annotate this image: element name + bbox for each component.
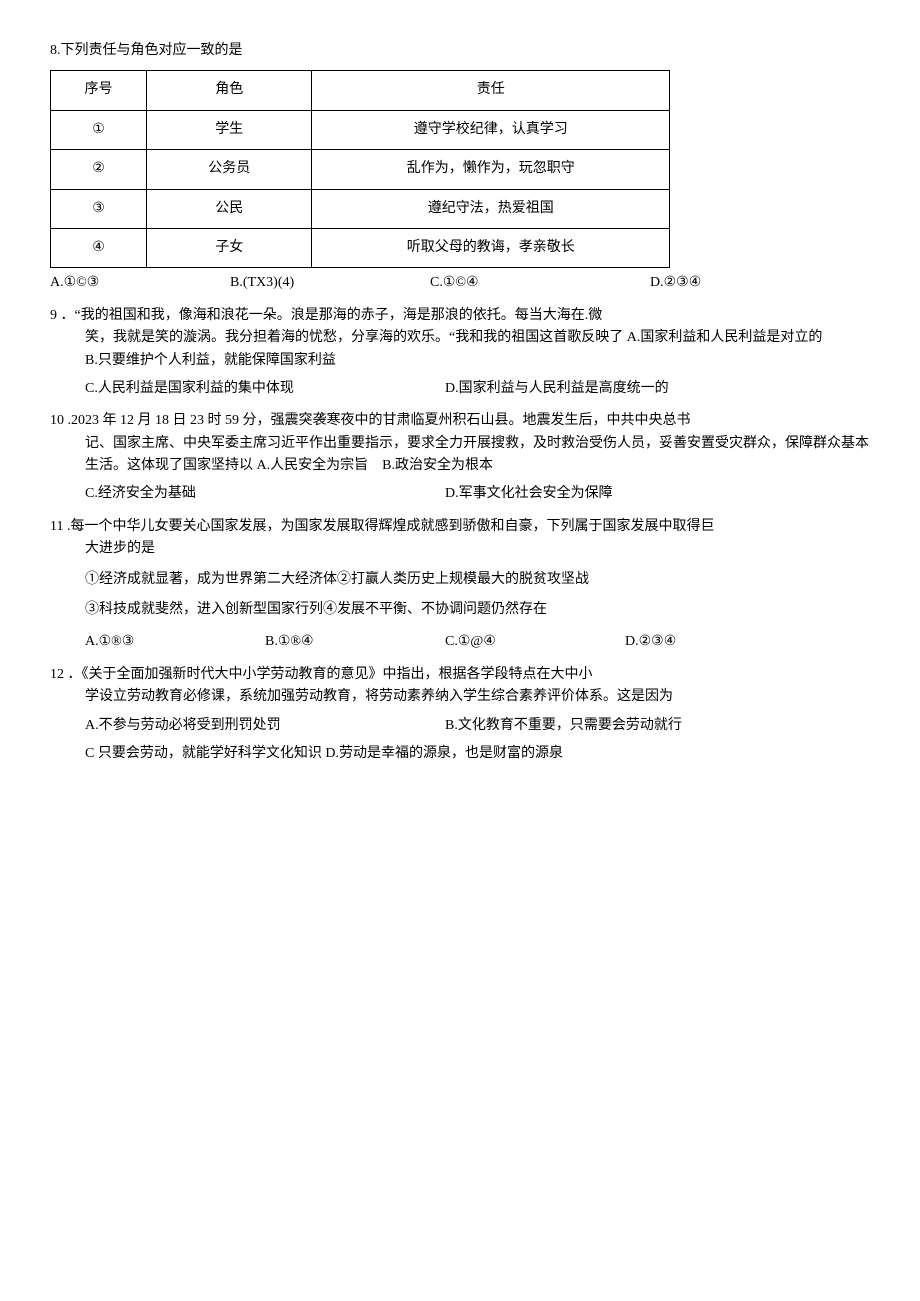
option-d: D.②③④ <box>625 631 805 653</box>
cell-duty: 遵纪守法，热爱祖国 <box>312 189 670 228</box>
question-9: 9 ．“我的祖国和我，像海和浪花一朵。浪是那海的赤子，海是那浪的依托。每当大海在… <box>50 305 870 401</box>
q12-stem-line2: 学设立劳动教育必修课，系统加强劳动教育，将劳动素养纳入学生综合素养评价体系。这是… <box>50 686 870 708</box>
option-d: D.国家利益与人民利益是高度统一的 <box>445 378 805 400</box>
option-c: C.人民利益是国家利益的集中体现 <box>85 378 445 400</box>
q10-stem-line2: 记、国家主席、中央军委主席习近平作出重要指示，要求全力开展搜救，及时救治受伤人员… <box>50 433 870 478</box>
q8-options: A.①©③ B.(TX3)(4) C.①©④ D.②③④ <box>50 272 870 294</box>
option-c: C.①@④ <box>445 631 625 653</box>
option-b: B.①®④ <box>265 631 445 653</box>
q11-options: A.①®③ B.①®④ C.①@④ D.②③④ <box>50 631 870 653</box>
th-sn: 序号 <box>51 71 147 110</box>
cell-sn: ③ <box>51 189 147 228</box>
option-c: C.①©④ <box>430 272 650 294</box>
q9-stem-line1: 9 ．“我的祖国和我，像海和浪花一朵。浪是那海的赤子，海是那浪的依托。每当大海在… <box>50 305 870 327</box>
cell-role: 公务员 <box>147 150 312 189</box>
cell-duty: 遵守学校纪律，认真学习 <box>312 110 670 149</box>
cell-role: 公民 <box>147 189 312 228</box>
table-row: ④ 子女 听取父母的教诲，孝亲敬长 <box>51 228 670 267</box>
option-d: D.②③④ <box>650 272 810 294</box>
q11-sub2: ③科技成就斐然，进入创新型国家行列④发展不平衡、不协调问题仍然存在 <box>50 599 870 621</box>
q9-stem-line2: 笑，我就是笑的漩涡。我分担着海的忧愁，分享海的欢乐。“我和我的祖国这首歌反映了 … <box>50 327 870 372</box>
q11-sub1: ①经济成就显著，成为世界第二大经济体②打赢人类历史上规模最大的脱贫攻坚战 <box>50 569 870 591</box>
q10-stem-line1: 10 .2023 年 12 月 18 日 23 时 59 分，强震突袭寒夜中的甘… <box>50 410 870 432</box>
cell-sn: ① <box>51 110 147 149</box>
q11-stem-line2: 大进步的是 <box>50 538 870 560</box>
question-12: 12 ．《关于全面加强新时代大中小学劳动教育的意见》中指出，根据各学段特点在大中… <box>50 664 870 766</box>
question-10: 10 .2023 年 12 月 18 日 23 时 59 分，强震突袭寒夜中的甘… <box>50 410 870 506</box>
option-b: B.(TX3)(4) <box>230 272 430 294</box>
q10-options-cd: C.经济安全为基础 D.军事文化社会安全为保障 <box>50 483 870 505</box>
option-a: A.不参与劳动必将受到刑罚处罚 <box>85 715 445 737</box>
option-b: B.文化教育不重要，只需要会劳动就行 <box>445 715 805 737</box>
q8-header: 8.下列责任与角色对应一致的是 <box>50 40 870 62</box>
question-8: 8.下列责任与角色对应一致的是 序号 角色 责任 ① 学生 遵守学校纪律，认真学… <box>50 40 870 295</box>
q12-options-cd: C 只要会劳动，就能学好科学文化知识 D.劳动是幸福的源泉，也是财富的源泉 <box>50 743 870 765</box>
th-duty: 责任 <box>312 71 670 110</box>
table-row: ③ 公民 遵纪守法，热爱祖国 <box>51 189 670 228</box>
table-row: ② 公务员 乱作为，懒作为，玩忽职守 <box>51 150 670 189</box>
cell-duty: 听取父母的教诲，孝亲敬长 <box>312 228 670 267</box>
cell-sn: ④ <box>51 228 147 267</box>
cell-duty: 乱作为，懒作为，玩忽职守 <box>312 150 670 189</box>
table-row: ① 学生 遵守学校纪律，认真学习 <box>51 110 670 149</box>
q11-stem-line1: 11 .每一个中华儿女要关心国家发展，为国家发展取得辉煌成就感到骄傲和自豪，下列… <box>50 516 870 538</box>
q9-options-cd: C.人民利益是国家利益的集中体现 D.国家利益与人民利益是高度统一的 <box>50 378 870 400</box>
option-d: D.军事文化社会安全为保障 <box>445 483 805 505</box>
option-a: A.①©③ <box>50 272 230 294</box>
q8-table: 序号 角色 责任 ① 学生 遵守学校纪律，认真学习 ② 公务员 乱作为，懒作为，… <box>50 70 670 268</box>
cell-sn: ② <box>51 150 147 189</box>
th-role: 角色 <box>147 71 312 110</box>
cell-role: 子女 <box>147 228 312 267</box>
option-c: C.经济安全为基础 <box>85 483 445 505</box>
q12-stem-line1: 12 ．《关于全面加强新时代大中小学劳动教育的意见》中指出，根据各学段特点在大中… <box>50 664 870 686</box>
q12-options-ab: A.不参与劳动必将受到刑罚处罚 B.文化教育不重要，只需要会劳动就行 <box>50 715 870 737</box>
question-11: 11 .每一个中华儿女要关心国家发展，为国家发展取得辉煌成就感到骄傲和自豪，下列… <box>50 516 870 654</box>
option-a: A.①®③ <box>85 631 265 653</box>
cell-role: 学生 <box>147 110 312 149</box>
table-header-row: 序号 角色 责任 <box>51 71 670 110</box>
